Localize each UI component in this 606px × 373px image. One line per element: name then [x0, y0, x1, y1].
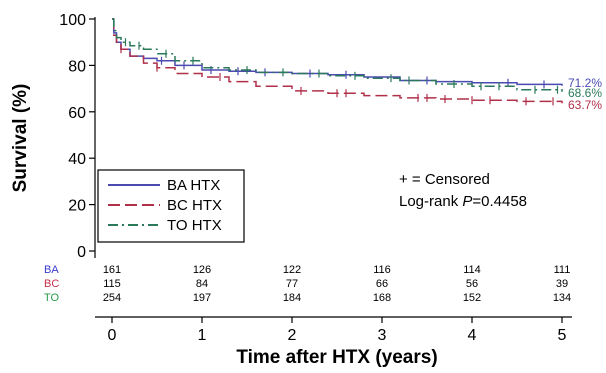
series-end-label: 68.6%	[568, 86, 602, 100]
legend-label: TO HTX	[167, 217, 222, 234]
risk-count: 184	[283, 292, 301, 304]
risk-count: 84	[196, 278, 208, 290]
series-end-label: 63.7%	[568, 98, 602, 112]
risk-row-label: BA	[44, 264, 59, 276]
risk-count: 39	[556, 278, 568, 290]
legend-box	[97, 169, 245, 243]
y-tick-label: 0	[77, 244, 86, 261]
risk-count: 152	[463, 292, 481, 304]
y-axis-title: Survival (%)	[10, 84, 31, 193]
logrank-prefix: Log-rank	[399, 193, 462, 210]
risk-count: 122	[283, 264, 301, 276]
x-tick-label: 2	[288, 327, 297, 344]
risk-count: 254	[103, 292, 121, 304]
y-tick-label: 60	[68, 105, 86, 122]
logrank-value: =0.4458	[472, 193, 527, 210]
risk-table: BA 161 126 122 116 114 111 BC 115 84 77 66 56 39 TO 254…	[44, 264, 571, 304]
x-tick-label: 4	[468, 327, 477, 344]
y-tick-label: 80	[68, 58, 86, 75]
axes: 0 20 40 60 80 100 0 1 2 3 4 5	[59, 12, 572, 344]
risk-count: 116	[373, 264, 391, 276]
end-labels: 71.2% 63.7%68.6%	[568, 76, 602, 112]
risk-count: 168	[373, 292, 391, 304]
x-axis-title: Time after HTX (years)	[236, 347, 437, 368]
legend-label: BA HTX	[167, 177, 220, 194]
series-line	[112, 18, 563, 92]
x-tick-label: 3	[378, 327, 387, 344]
x-tick-label: 0	[108, 327, 117, 344]
logrank-annotation: Log-rank P=0.4458	[399, 193, 527, 210]
legend-label: BC HTX	[167, 197, 222, 214]
risk-count: 197	[193, 292, 211, 304]
risk-count: 56	[466, 278, 478, 290]
risk-count: 161	[103, 264, 121, 276]
risk-count: 126	[193, 264, 211, 276]
risk-count: 114	[463, 264, 481, 276]
series-layer	[112, 18, 563, 106]
y-tick-label: 40	[68, 151, 86, 168]
series-end-label: 71.2%	[568, 76, 602, 90]
censor-note: + = Censored	[399, 171, 490, 188]
y-tick-label: 20	[68, 198, 86, 215]
x-tick-label: 1	[198, 327, 207, 344]
x-tick-label: 5	[558, 327, 567, 344]
risk-row-label: TO	[44, 292, 60, 304]
risk-count: 115	[103, 278, 121, 290]
y-tick-label: 100	[59, 12, 86, 29]
logrank-p-symbol: P	[462, 193, 472, 210]
risk-count: 77	[286, 278, 298, 290]
risk-count: 134	[553, 292, 571, 304]
risk-row-label: BC	[44, 278, 59, 290]
risk-count: 111	[554, 264, 571, 276]
risk-count: 66	[376, 278, 388, 290]
legend: BA HTX BC HTX TO HTX	[97, 169, 245, 243]
